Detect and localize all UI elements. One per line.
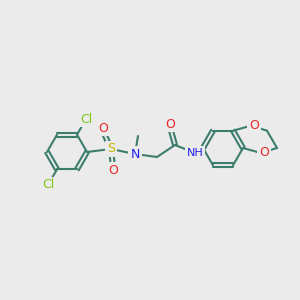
Text: O: O — [165, 118, 175, 130]
Text: O: O — [249, 119, 259, 132]
Text: O: O — [259, 146, 269, 160]
Text: N: N — [130, 148, 140, 160]
Text: NH: NH — [187, 148, 203, 158]
Text: O: O — [98, 122, 108, 134]
Text: O: O — [108, 164, 118, 176]
Text: Cl: Cl — [42, 178, 54, 191]
Text: Cl: Cl — [80, 112, 92, 126]
Text: S: S — [107, 142, 115, 155]
